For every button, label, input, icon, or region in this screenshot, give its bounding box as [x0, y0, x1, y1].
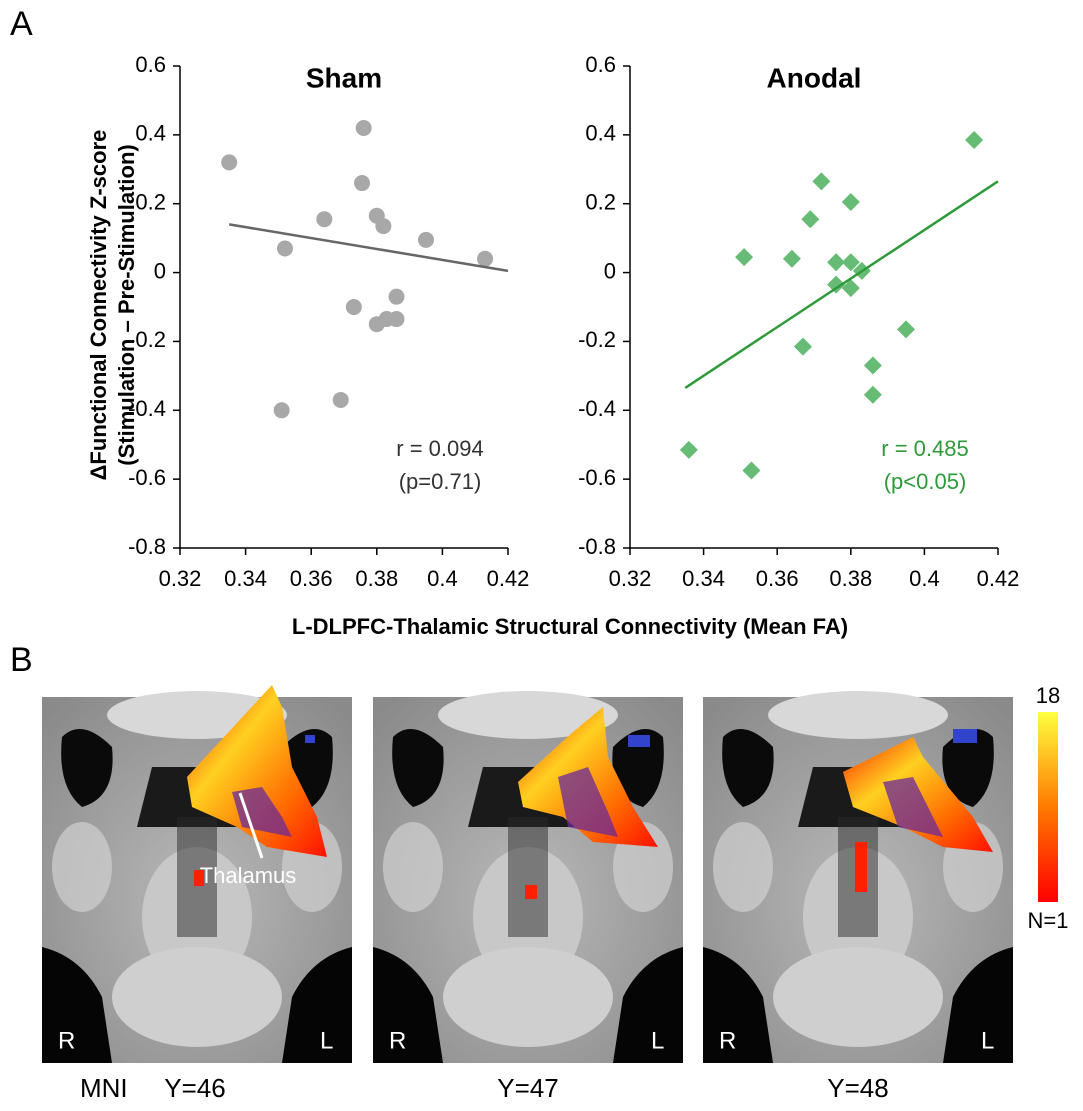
data-point — [221, 154, 238, 171]
panel-label: B — [10, 641, 33, 679]
orientation-left: L — [651, 1027, 664, 1054]
colorbar-min: N=1 — [1028, 908, 1069, 933]
panel-label: A — [10, 5, 33, 43]
data-point — [273, 402, 290, 419]
y-tick-label: -0.2 — [578, 327, 616, 352]
x-tick-label: 0.4 — [909, 566, 940, 591]
x-tick-label: 0.4 — [427, 566, 458, 591]
colorbar — [1038, 712, 1058, 902]
annotation: (p<0.05) — [884, 469, 967, 494]
y-tick-label: -0.4 — [578, 396, 616, 421]
data-point — [841, 279, 860, 298]
data-point — [316, 211, 333, 228]
data-point — [793, 337, 812, 356]
orientation-left: L — [320, 1027, 333, 1054]
data-point — [742, 461, 761, 480]
x-tick-label: 0.38 — [829, 566, 872, 591]
x-tick-label: 0.32 — [609, 566, 652, 591]
y-tick-label: -0.8 — [128, 534, 166, 559]
data-point — [863, 356, 882, 375]
chart-title: Anodal — [767, 62, 862, 93]
data-point — [827, 275, 846, 294]
data-point — [354, 175, 371, 192]
thalamus-label: Thalamus — [200, 863, 297, 888]
x-tick-label: 0.36 — [290, 566, 333, 591]
x-axis-label: L-DLPFC-Thalamic Structural Connectivity… — [292, 614, 848, 639]
x-tick-label: 0.42 — [977, 566, 1020, 591]
x-tick-label: 0.42 — [487, 566, 530, 591]
data-point — [276, 240, 293, 257]
x-tick-label: 0.34 — [224, 566, 267, 591]
scatter-chart: -0.8 -0.6 -0.4 -0.2 0 0.2 0.4 0.6 0.32 0.34 0.36 0.… — [578, 52, 1019, 591]
scatter-chart: -0.8 -0.6 -0.4 -0.2 0 0.2 0.4 0.6 0.32 0.34 0.36 0.… — [128, 52, 529, 591]
data-point — [801, 210, 820, 229]
y-tick-label: -0.6 — [578, 465, 616, 490]
y-tick-label: 0 — [154, 258, 166, 283]
y-axis-label: ΔFunctional Connectivity Z-score — [86, 130, 111, 481]
panel-a: -0.8 -0.6 -0.4 -0.2 0 0.2 0.4 0.6 0.32 0.34 0.36 0.… — [128, 52, 1019, 591]
x-tick-label: 0.32 — [159, 566, 202, 591]
thalamus-pointer — [238, 792, 264, 859]
data-point — [827, 253, 846, 272]
brain-slice — [703, 691, 1013, 1063]
data-point — [477, 250, 494, 267]
y-tick-label: 0.2 — [135, 190, 166, 215]
data-point — [345, 299, 362, 315]
panel-b: Thalamus 18 N=1 MNI Y=46 R L Y=47 R L Y=48 R L — [42, 683, 1068, 1103]
trend-line — [228, 223, 509, 273]
data-point — [782, 249, 801, 268]
data-point — [841, 253, 860, 272]
y-tick-label: 0.4 — [585, 121, 616, 146]
x-tick-label: 0.38 — [355, 566, 398, 591]
chart-title: Sham — [306, 62, 382, 93]
orientation-left: L — [981, 1027, 994, 1054]
y-tick-label: 0 — [604, 258, 616, 283]
data-point — [418, 231, 434, 248]
y-tick-label: 0.2 — [585, 190, 616, 215]
annotation: r = 0.094 — [396, 436, 483, 461]
x-tick-label: 0.34 — [682, 566, 725, 591]
data-point — [355, 119, 372, 136]
orientation-right: R — [389, 1027, 406, 1054]
y-tick-label: -0.6 — [128, 465, 166, 490]
x-tick-label: 0.36 — [756, 566, 799, 591]
y-tick-label: -0.8 — [578, 534, 616, 559]
slice-label: Y=48 — [827, 1073, 888, 1103]
y-tick-label: 0.6 — [135, 52, 166, 77]
data-point — [388, 311, 405, 328]
mni-label: MNI — [80, 1073, 128, 1103]
y-tick-label: 0.4 — [135, 121, 166, 146]
data-point — [812, 172, 831, 191]
data-point — [863, 385, 882, 404]
y-axis-label: (Stimulation – Pre-Stimulation) — [114, 144, 139, 465]
data-point — [897, 320, 915, 339]
colorbar-max: 18 — [1036, 683, 1060, 708]
data-point — [332, 391, 349, 408]
orientation-right: R — [719, 1027, 736, 1054]
trend-line — [684, 180, 999, 389]
brain-slice — [373, 691, 683, 1063]
data-point — [735, 248, 754, 267]
data-point — [679, 440, 698, 459]
data-point — [388, 288, 405, 305]
y-tick-label: 0.6 — [585, 52, 616, 77]
annotation: (p=0.71) — [399, 469, 482, 494]
data-point — [375, 218, 392, 235]
data-point — [841, 192, 860, 211]
y-tick-label: -0.2 — [128, 327, 166, 352]
data-point — [965, 131, 984, 150]
orientation-right: R — [58, 1027, 75, 1054]
annotation: r = 0.485 — [881, 436, 968, 461]
y-tick-label: -0.4 — [128, 396, 166, 421]
slice-label: Y=47 — [497, 1073, 558, 1103]
slice-label: Y=46 — [164, 1073, 225, 1103]
brain-slice — [42, 685, 352, 1063]
